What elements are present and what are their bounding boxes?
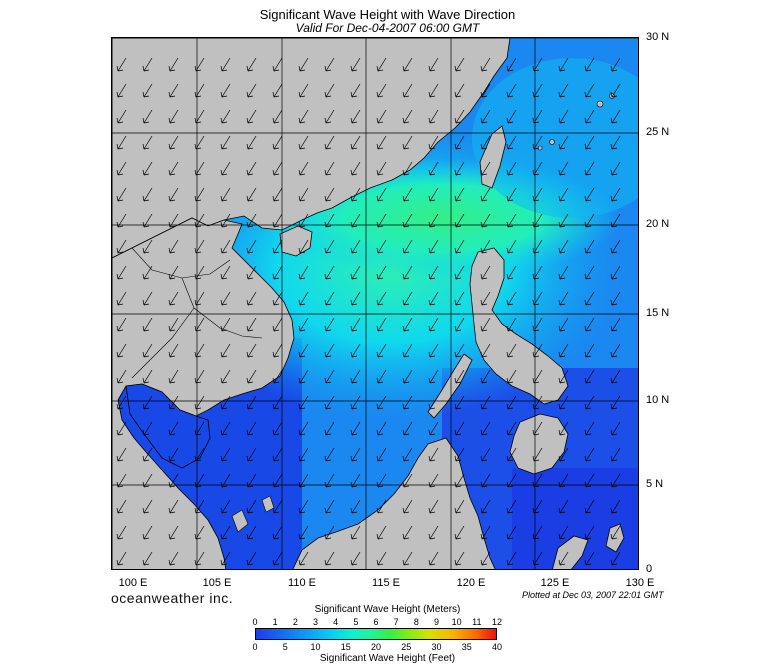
wave-direction-arrows [116,57,621,566]
legend-feet-tick: 20 [370,642,381,652]
legend-meters-tick: 7 [393,617,399,627]
legend-meters-tick: 11 [472,617,482,627]
legend-meters-tick: 5 [353,617,359,627]
lon-label-100e: 100 E [118,577,148,589]
legend-feet-tick: 25 [401,642,412,652]
land-sulawesi [552,535,589,569]
legend-meters-tick: 9 [433,617,439,627]
lon-label-125e: 125 E [540,577,570,589]
lat-label-25n: 25 N [646,126,670,138]
legend-colorbar [255,628,497,640]
lat-label-30n: 30 N [646,31,670,43]
legend-meters-tick: 12 [491,617,502,627]
legend-meters-tick: 6 [373,617,379,627]
land-philippines [469,247,569,405]
legend-feet-tick: 40 [491,642,502,652]
legend-meters-tick: 10 [451,617,462,627]
lon-label-105e: 105 E [202,577,232,589]
legend-feet-tick: 0 [252,642,258,652]
legend-meters-tick: 0 [252,617,258,627]
lon-label-115e: 115 E [372,577,400,589]
lat-label-5n: 5 N [646,478,664,490]
land-mindanao [509,413,569,475]
lon-label-110e: 110 E [288,577,316,589]
legend-meters-tick: 3 [312,617,318,627]
legend-meters-tick: 8 [413,617,419,627]
land-borneo [292,437,496,569]
lat-label-10n: 10 N [646,394,670,406]
legend-feet-title: Significant Wave Height (Feet) [319,653,456,664]
legend-feet-tick: 30 [431,642,442,652]
legend-meters-tick: 4 [333,617,339,627]
wave-map [111,37,639,570]
legend-feet-tick: 10 [310,642,321,652]
chart-subtitle: Valid For Dec-04-2007 06:00 GMT [295,21,480,35]
lat-label-0: 0 [646,563,653,575]
lat-label-15n: 15 N [646,307,670,319]
legend-meters-tick: 1 [272,617,278,627]
brand-logo-text: oceanweather inc. [111,590,234,606]
legend-meters-tick: 2 [292,617,298,627]
legend-feet-tick: 15 [340,642,351,652]
land-taiwan [479,125,507,189]
legend-feet-tick: 5 [282,642,288,652]
chart-title: Significant Wave Height with Wave Direct… [259,7,516,22]
legend-feet-tick: 35 [461,642,472,652]
lon-label-130e: 130 E [625,577,655,589]
land-indochina [112,217,295,569]
lat-label-20n: 20 N [646,218,670,230]
plotted-timestamp: Plotted at Dec 03, 2007 22:01 GMT [522,590,664,600]
lon-label-120e: 120 E [456,577,486,589]
land-palawan [427,353,473,419]
legend-meters-title: Significant Wave Height (Meters) [314,604,461,615]
